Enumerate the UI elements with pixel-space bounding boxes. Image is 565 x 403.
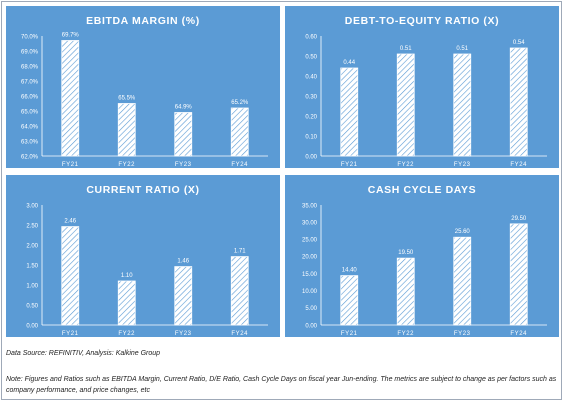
y-tick-label: 70.0% bbox=[21, 34, 39, 40]
bar-fy22 bbox=[396, 53, 415, 157]
y-tick-label: 63.0% bbox=[21, 139, 39, 145]
data-label: 14.40 bbox=[342, 268, 358, 274]
bar-fy23 bbox=[174, 112, 193, 157]
x-tick-label: FY23 bbox=[454, 162, 471, 168]
y-tick-label: 0.00 bbox=[305, 323, 317, 329]
bar-fy23 bbox=[174, 266, 193, 326]
chart-title: CURRENT RATIO (X) bbox=[86, 184, 200, 196]
bar-fy22 bbox=[117, 103, 136, 157]
x-tick-label: FY23 bbox=[175, 162, 192, 168]
bar-fy21 bbox=[340, 67, 359, 157]
x-tick-label: FY23 bbox=[454, 331, 471, 337]
chart-title: DEBT-TO-EQUITY RATIO (X) bbox=[344, 15, 500, 27]
data-source-text: Data Source: REFINITIV, Analysis: Kalkin… bbox=[6, 350, 161, 357]
bar-fy21 bbox=[61, 40, 80, 157]
y-tick-label: 64.0% bbox=[21, 124, 39, 130]
x-tick-label: FY23 bbox=[175, 331, 192, 337]
chart-title: EBITDA MARGIN (%) bbox=[86, 15, 200, 27]
y-tick-label: 0.50 bbox=[305, 54, 317, 60]
x-tick-label: FY22 bbox=[397, 162, 414, 168]
bar-fy24 bbox=[230, 107, 249, 157]
bar-fy24 bbox=[230, 256, 249, 326]
y-tick-label: 0.20 bbox=[305, 114, 317, 120]
y-tick-label: 69.0% bbox=[21, 49, 39, 55]
data-label: 0.44 bbox=[343, 60, 355, 66]
y-tick-label: 25.00 bbox=[302, 238, 318, 244]
bar-fy21 bbox=[340, 275, 359, 326]
bar-fy22 bbox=[396, 257, 415, 326]
y-tick-label: 65.0% bbox=[21, 109, 39, 115]
y-tick-label: 3.00 bbox=[26, 203, 38, 209]
y-tick-label: 67.0% bbox=[21, 79, 39, 85]
cash-cycle-days-panel: CASH CYCLE DAYS 0.00 5.00 10.00 15.00 20.00 2… bbox=[284, 174, 560, 338]
bar-fy23 bbox=[453, 236, 472, 326]
data-label: 29.50 bbox=[511, 216, 527, 222]
x-tick-label: FY21 bbox=[341, 162, 358, 168]
y-tick-label: 1.00 bbox=[26, 283, 38, 289]
data-label: 0.51 bbox=[456, 46, 468, 52]
x-tick-label: FY21 bbox=[341, 331, 358, 337]
y-tick-label: 2.50 bbox=[26, 223, 38, 229]
data-label: 65.2% bbox=[231, 100, 249, 106]
y-tick-label: 1.50 bbox=[26, 263, 38, 269]
y-tick-label: 5.00 bbox=[305, 306, 317, 312]
x-tick-label: FY21 bbox=[62, 331, 79, 337]
y-tick-label: 35.00 bbox=[302, 203, 318, 209]
y-tick-label: 68.0% bbox=[21, 64, 39, 70]
x-tick-label: FY24 bbox=[510, 331, 527, 337]
y-tick-label: 15.00 bbox=[302, 272, 318, 278]
ebitda-margin-panel: EBITDA MARGIN (%) 62.0% 63.0% 64.0% 65.0% 66… bbox=[5, 5, 281, 169]
data-label: 0.54 bbox=[513, 40, 525, 46]
data-label: 1.71 bbox=[234, 249, 246, 255]
x-tick-label: FY22 bbox=[118, 331, 135, 337]
note-text: Note: Figures and Ratios such as EBITDA … bbox=[6, 376, 557, 394]
y-tick-label: 0.00 bbox=[26, 323, 38, 329]
y-tick-label: 0.50 bbox=[26, 303, 38, 309]
y-tick-label: 0.60 bbox=[305, 34, 317, 40]
data-label: 69.7% bbox=[62, 33, 80, 39]
bar-fy23 bbox=[453, 53, 472, 157]
current-ratio-chart: 0.00 0.50 1.00 1.50 2.00 2.50 3.00 2.46 FY21 1.10… bbox=[26, 203, 268, 337]
y-tick-label: 0.10 bbox=[305, 134, 317, 140]
x-tick-label: FY24 bbox=[231, 162, 248, 168]
y-tick-label: 66.0% bbox=[21, 94, 39, 100]
data-label: 1.46 bbox=[177, 259, 189, 265]
x-tick-label: FY24 bbox=[231, 331, 248, 337]
data-label: 1.10 bbox=[121, 273, 133, 279]
x-tick-label: FY24 bbox=[510, 162, 527, 168]
data-label: 64.9% bbox=[175, 105, 193, 111]
cash-cycle-days-chart: 0.00 5.00 10.00 15.00 20.00 25.00 30.00 35.00 14… bbox=[302, 203, 547, 337]
data-label: 0.51 bbox=[400, 46, 412, 52]
debt-to-equity-panel: DEBT-TO-EQUITY RATIO (X) 0.00 0.10 0.20 0.3… bbox=[284, 5, 560, 169]
bar-fy21 bbox=[61, 226, 80, 326]
y-tick-label: 30.00 bbox=[302, 220, 318, 226]
y-tick-label: 0.30 bbox=[305, 94, 317, 100]
y-tick-label: 2.00 bbox=[26, 243, 38, 249]
data-label: 25.60 bbox=[455, 229, 471, 235]
bar-fy24 bbox=[509, 223, 528, 326]
ebitda-margin-chart: 62.0% 63.0% 64.0% 65.0% 66.0% 67.0% 68.0% 69.0%… bbox=[21, 33, 268, 168]
current-ratio-panel: CURRENT RATIO (X) 0.00 0.50 1.00 1.50 2.00 2.… bbox=[5, 174, 281, 338]
y-tick-label: 10.00 bbox=[302, 289, 318, 295]
bar-fy24 bbox=[509, 47, 528, 157]
debt-to-equity-chart: 0.00 0.10 0.20 0.30 0.40 0.50 0.60 0.44 FY21 0.51… bbox=[305, 34, 547, 168]
y-tick-label: 0.00 bbox=[305, 154, 317, 160]
x-tick-label: FY22 bbox=[118, 162, 135, 168]
y-tick-label: 20.00 bbox=[302, 255, 318, 261]
y-tick-label: 62.0% bbox=[21, 154, 39, 160]
chart-title: CASH CYCLE DAYS bbox=[367, 184, 477, 196]
data-label: 2.46 bbox=[64, 219, 76, 225]
y-tick-label: 0.40 bbox=[305, 74, 317, 80]
data-label: 65.5% bbox=[118, 96, 136, 102]
x-tick-label: FY22 bbox=[397, 331, 414, 337]
bar-fy22 bbox=[117, 280, 136, 326]
x-tick-label: FY21 bbox=[62, 162, 79, 168]
data-label: 19.50 bbox=[398, 250, 414, 256]
